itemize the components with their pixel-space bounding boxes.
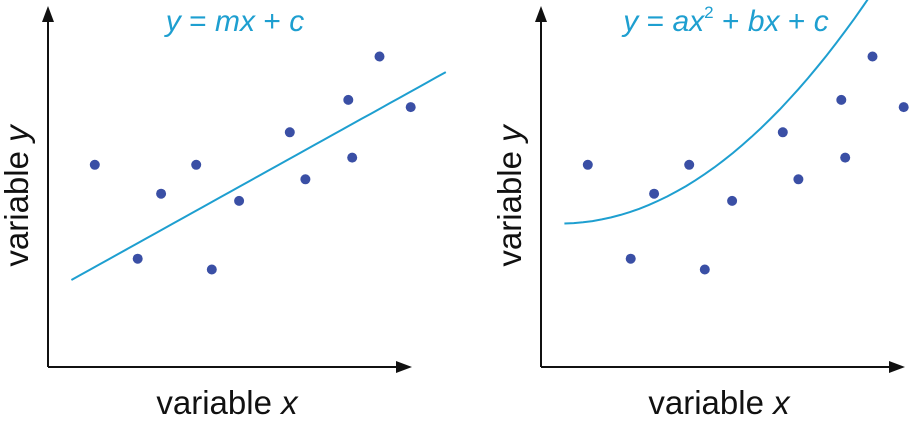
x-axis-label: variable x	[648, 384, 791, 421]
data-point	[347, 152, 358, 163]
data-point	[625, 253, 636, 264]
data-point	[206, 264, 217, 275]
x-axis-arrow	[889, 361, 905, 373]
fit-line-linear	[70, 71, 447, 281]
data-point	[582, 159, 593, 170]
chart-title: y = mx + c	[164, 5, 304, 38]
data-point	[132, 253, 143, 264]
fit-line-quadratic	[564, 0, 869, 225]
data-point	[684, 159, 695, 170]
data-point	[89, 159, 100, 170]
chart-title: y = ax2 + bx + c	[621, 3, 828, 38]
data-point	[793, 174, 804, 185]
y-axis-arrow	[42, 6, 54, 22]
chart-quadratic: y = ax2 + bx + c variable x variable y	[491, 0, 909, 421]
data-point	[191, 159, 202, 170]
data-point	[699, 264, 710, 275]
data-point	[840, 152, 851, 163]
data-point	[898, 102, 909, 113]
data-point	[777, 127, 788, 138]
data-point	[284, 127, 295, 138]
data-points	[89, 51, 416, 275]
data-point	[836, 94, 847, 105]
data-points	[582, 51, 909, 275]
data-point	[234, 195, 245, 206]
data-point	[300, 174, 311, 185]
data-point	[156, 188, 167, 199]
y-axis-label: variable y	[0, 123, 35, 267]
data-point	[727, 195, 738, 206]
chart-linear: y = mx + c variable x variable y	[0, 5, 447, 421]
data-point	[343, 94, 354, 105]
y-axis-arrow	[535, 6, 547, 22]
x-axis-label: variable x	[156, 384, 299, 421]
data-point	[405, 102, 416, 113]
y-axis-label: variable y	[491, 123, 528, 267]
data-point	[374, 51, 385, 62]
x-axis-arrow	[396, 361, 412, 373]
data-point	[867, 51, 878, 62]
data-point	[649, 188, 660, 199]
